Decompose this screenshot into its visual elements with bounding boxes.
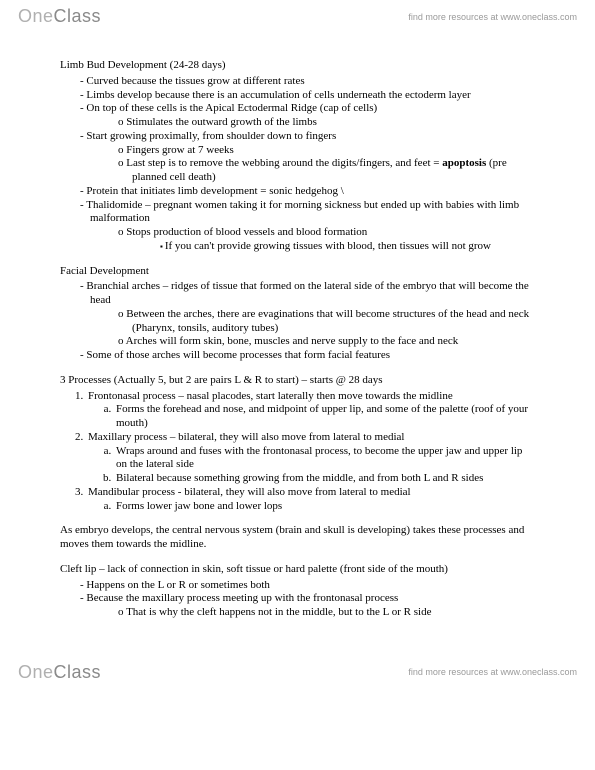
list-item: Between the arches, there are evaginatio… [118,308,535,336]
list-item: Frontonasal process – nasal placodes, st… [86,390,535,431]
processes-list: Frontonasal process – nasal placodes, st… [86,390,535,514]
list-item: Some of those arches will become process… [80,349,535,363]
cleft-list: Happens on the L or R or sometimes both … [80,579,535,620]
brand-class: Class [54,662,102,682]
list-item: Mandibular process - bilateral, they wil… [86,486,535,514]
text: Last step is to remove the webbing aroun… [126,157,442,169]
list-item: Protein that initiates limb development … [80,185,535,199]
section1-list: Curved because the tissues grow at diffe… [80,75,535,254]
footer-bar: OneClass find more resources at www.onec… [0,656,595,687]
text: Stops production of blood vessels and bl… [126,226,367,238]
brand-logo: OneClass [18,6,101,27]
cns-paragraph: As embryo develops, the central nervous … [60,524,535,552]
section2-title: Facial Development [60,265,535,279]
list-item: Limbs develop because there is an accumu… [80,89,535,103]
list-item: Stimulates the outward growth of the lim… [118,116,535,130]
brand-class: Class [54,6,102,26]
list-item: Thalidomide – pregnant women taking it f… [80,199,535,254]
list-item: Start growing proximally, from shoulder … [80,130,535,185]
list-item: If you can't provide growing tissues wit… [160,240,535,254]
bold-text: apoptosis [442,157,486,169]
list-item: Forms the forehead and nose, and midpoin… [114,403,535,431]
list-item: Arches will form skin, bone, muscles and… [118,335,535,349]
text: Because the maxillary process meeting up… [86,592,398,604]
list-item: Because the maxillary process meeting up… [80,592,535,620]
cleft-title: Cleft lip – lack of connection in skin, … [60,563,535,577]
section2-list: Branchial arches – ridges of tissue that… [80,280,535,363]
list-item: Maxillary process – bilateral, they will… [86,431,535,486]
text: Maxillary process – bilateral, they will… [88,431,404,443]
brand-one: One [18,662,54,682]
footer-brand-logo: OneClass [18,662,101,683]
section1-title: Limb Bud Development (24-28 days) [60,59,535,73]
brand-one: One [18,6,54,26]
text: Branchial arches – ridges of tissue that… [86,280,528,306]
text: Frontonasal process – nasal placodes, st… [88,390,453,402]
list-item: That is why the cleft happens not in the… [118,606,535,620]
list-item: Fingers grow at 7 weeks [118,144,535,158]
text: Start growing proximally, from shoulder … [86,130,336,142]
list-item: Bilateral because something growing from… [114,472,535,486]
list-item: Happens on the L or R or sometimes both [80,579,535,593]
header-tagline: find more resources at www.oneclass.com [408,12,577,22]
section3-title: 3 Processes (Actually 5, but 2 are pairs… [60,374,535,388]
list-item: On top of these cells is the Apical Ecto… [80,102,535,130]
list-item: Branchial arches – ridges of tissue that… [80,280,535,349]
text: On top of these cells is the Apical Ecto… [86,102,377,114]
page-content: Limb Bud Development (24-28 days) Curved… [0,31,595,656]
text: Mandibular process - bilateral, they wil… [88,486,411,498]
list-item: Wraps around and fuses with the frontona… [114,445,535,473]
list-item: Stops production of blood vessels and bl… [118,226,535,254]
header-bar: OneClass find more resources at www.onec… [0,0,595,31]
footer-tagline: find more resources at www.oneclass.com [408,667,577,677]
text: Thalidomide – pregnant women taking it f… [86,199,519,225]
list-item: Last step is to remove the webbing aroun… [118,157,535,185]
list-item: Forms lower jaw bone and lower lops [114,500,535,514]
list-item: Curved because the tissues grow at diffe… [80,75,535,89]
